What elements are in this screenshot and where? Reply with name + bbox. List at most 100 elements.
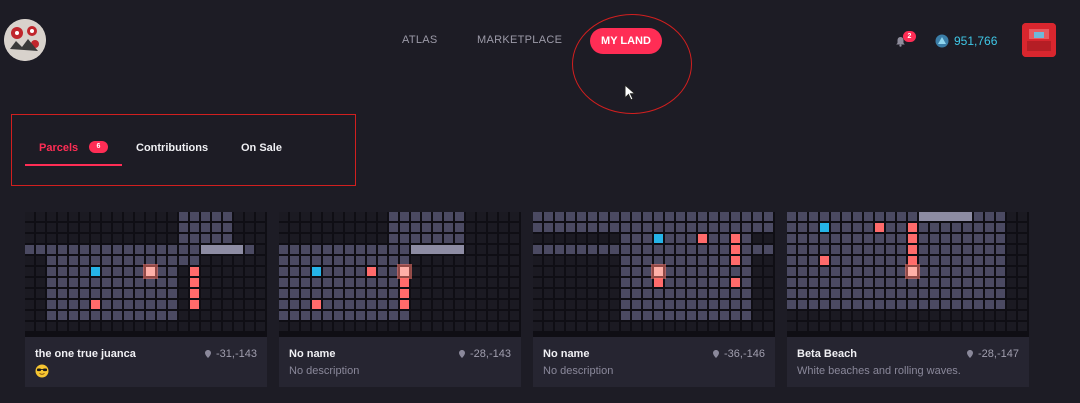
map-tile (69, 289, 78, 298)
map-tile (510, 311, 519, 320)
map-tile (290, 223, 299, 232)
user-avatar[interactable] (1022, 23, 1056, 57)
owned-parcel-tile (190, 289, 199, 298)
map-tile (146, 311, 155, 320)
map-tile (301, 311, 310, 320)
map-tile (124, 212, 133, 221)
map-tile (455, 289, 464, 298)
map-tile (510, 256, 519, 265)
map-tile (555, 245, 564, 254)
map-tile (455, 256, 464, 265)
map-tile (389, 278, 398, 287)
tab-contributions[interactable]: Contributions (136, 142, 209, 154)
map-tile (488, 289, 497, 298)
map-tile (223, 223, 232, 232)
map-tile (996, 234, 1005, 243)
map-tile (411, 256, 420, 265)
map-tile (544, 267, 553, 276)
map-tile (974, 212, 983, 221)
map-tile (455, 223, 464, 232)
map-tile (69, 267, 78, 276)
map-tile (809, 289, 818, 298)
map-tile (676, 289, 685, 298)
map-tile (36, 300, 45, 309)
map-tile (798, 245, 807, 254)
map-tile (58, 300, 67, 309)
map-tile (875, 289, 884, 298)
map-tile (930, 267, 939, 276)
map-tile (58, 234, 67, 243)
map-tile (809, 322, 818, 331)
nav-marketplace[interactable]: MARKETPLACE (477, 34, 563, 46)
map-tile (566, 256, 575, 265)
parcel-coordinates: -31,-143 (205, 348, 257, 360)
notifications-button[interactable]: 2 (895, 31, 921, 51)
map-tile (477, 322, 486, 331)
map-tile (389, 223, 398, 232)
map-tile (135, 322, 144, 331)
map-tile (301, 234, 310, 243)
map-tile (952, 245, 961, 254)
map-tile (643, 256, 652, 265)
map-tile (930, 256, 939, 265)
map-tile (577, 212, 586, 221)
owned-parcel-tile (731, 245, 740, 254)
map-tile (963, 245, 972, 254)
parcel-card[interactable]: No name -36,-146 No description (533, 212, 775, 387)
map-tile (345, 256, 354, 265)
map-tile (334, 256, 343, 265)
map-tile (69, 278, 78, 287)
map-tile (687, 322, 696, 331)
map-tile (753, 212, 762, 221)
tab-on-sale[interactable]: On Sale (241, 142, 282, 154)
map-tile (256, 278, 265, 287)
nav-atlas[interactable]: ATLAS (402, 34, 438, 46)
map-tile (223, 311, 232, 320)
map-tile (853, 212, 862, 221)
map-tile (897, 223, 906, 232)
map-tile (864, 278, 873, 287)
map-tile (908, 311, 917, 320)
map-tile (577, 256, 586, 265)
parcel-card[interactable]: No name -28,-143 No description (279, 212, 521, 387)
map-tile (58, 311, 67, 320)
map-tile (787, 245, 796, 254)
map-tile (135, 212, 144, 221)
map-tile (25, 223, 34, 232)
tab-parcels[interactable]: Parcels (39, 142, 79, 154)
app-logo[interactable] (4, 19, 46, 61)
map-tile (168, 234, 177, 243)
map-tile (25, 256, 34, 265)
selected-parcel-tile (654, 267, 663, 276)
map-tile (753, 311, 762, 320)
map-tile (256, 300, 265, 309)
map-tile (831, 223, 840, 232)
map-tile (533, 256, 542, 265)
map-tile (787, 234, 796, 243)
map-tile (577, 234, 586, 243)
map-tile (974, 300, 983, 309)
map-tile (25, 322, 34, 331)
map-tile (709, 245, 718, 254)
map-tile (356, 289, 365, 298)
map-tile (367, 245, 376, 254)
map-tile (787, 278, 796, 287)
map-tile (80, 289, 89, 298)
parcel-card[interactable]: the one true juanca -31,-143 (25, 212, 267, 387)
map-tile (190, 223, 199, 232)
map-tile (510, 267, 519, 276)
map-tile (290, 212, 299, 221)
map-tile (566, 234, 575, 243)
map-tile (477, 223, 486, 232)
owned-parcel-tile (400, 300, 409, 309)
map-tile (334, 278, 343, 287)
map-tile (731, 289, 740, 298)
map-tile (102, 267, 111, 276)
parcel-description: No description (289, 365, 360, 377)
parcel-card[interactable]: Beta Beach -28,-147 White beaches and ro… (787, 212, 1029, 387)
map-tile (113, 212, 122, 221)
map-tile (698, 311, 707, 320)
map-tile (941, 300, 950, 309)
map-tile (323, 245, 332, 254)
map-tile (290, 267, 299, 276)
